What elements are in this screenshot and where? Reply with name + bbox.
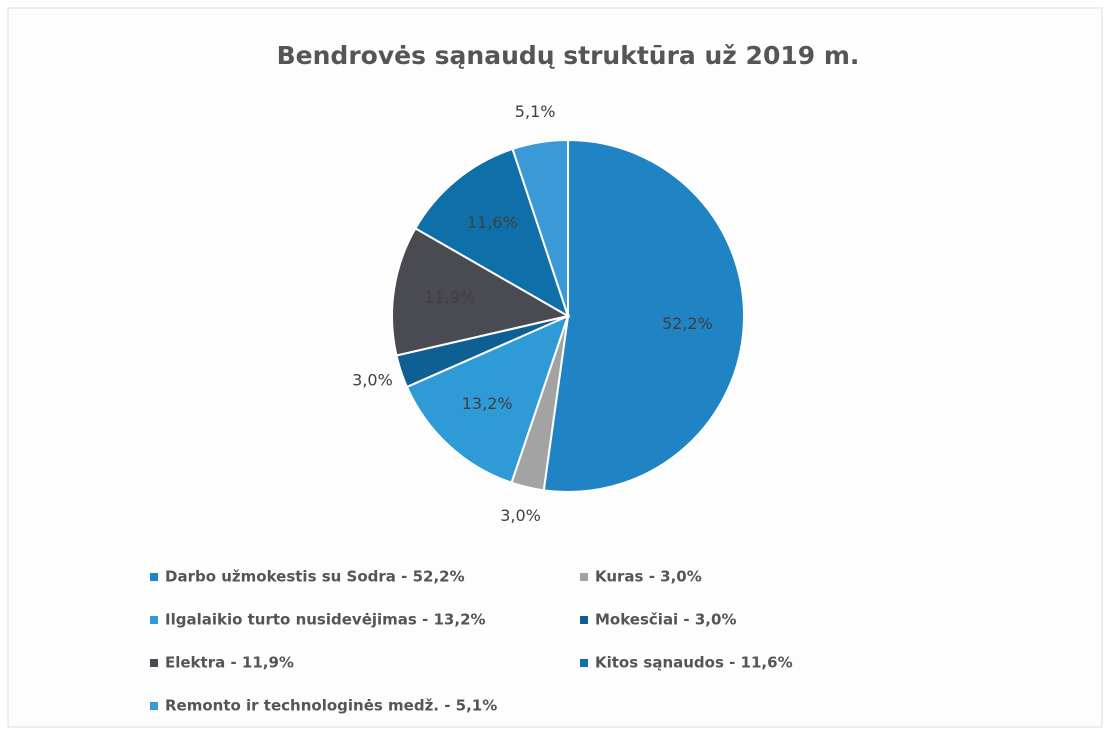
chart-title: Bendrovės sąnaudų struktūra už 2019 m. — [277, 41, 860, 70]
data-label: 5,1% — [515, 102, 556, 121]
pie-slice — [405, 314, 570, 484]
legend-label: Kuras - 3,0% — [595, 568, 702, 586]
legend-marker — [580, 659, 588, 667]
pie-slice — [542, 138, 745, 493]
legend-label: Darbo užmokestis su Sodra - 52,2% — [165, 568, 465, 586]
legend-marker — [580, 573, 588, 581]
data-label: 11,9% — [424, 288, 475, 307]
legend-label: Kitos sąnaudos - 11,6% — [595, 654, 793, 672]
legend-marker — [150, 702, 158, 710]
legend-label: Mokesčiai - 3,0% — [595, 611, 736, 629]
data-label: 3,0% — [352, 370, 393, 389]
data-label: 3,0% — [500, 506, 541, 525]
legend-label: Remonto ir technologinės medž. - 5,1% — [165, 697, 497, 715]
pie-slice — [511, 138, 569, 317]
legend-marker — [150, 616, 158, 624]
data-label: 52,2% — [662, 314, 713, 333]
pie-slice — [414, 147, 570, 319]
legend-marker — [580, 616, 588, 624]
legend-label: Elektra - 11,9% — [165, 654, 294, 672]
legend-label: Ilgalaikio turto nusidevėjimas - 13,2% — [165, 611, 486, 629]
pie-slice — [391, 226, 571, 357]
legend-marker — [150, 659, 158, 667]
data-label: 13,2% — [462, 394, 513, 413]
data-label: 11,6% — [467, 213, 518, 232]
legend-marker — [150, 573, 158, 581]
